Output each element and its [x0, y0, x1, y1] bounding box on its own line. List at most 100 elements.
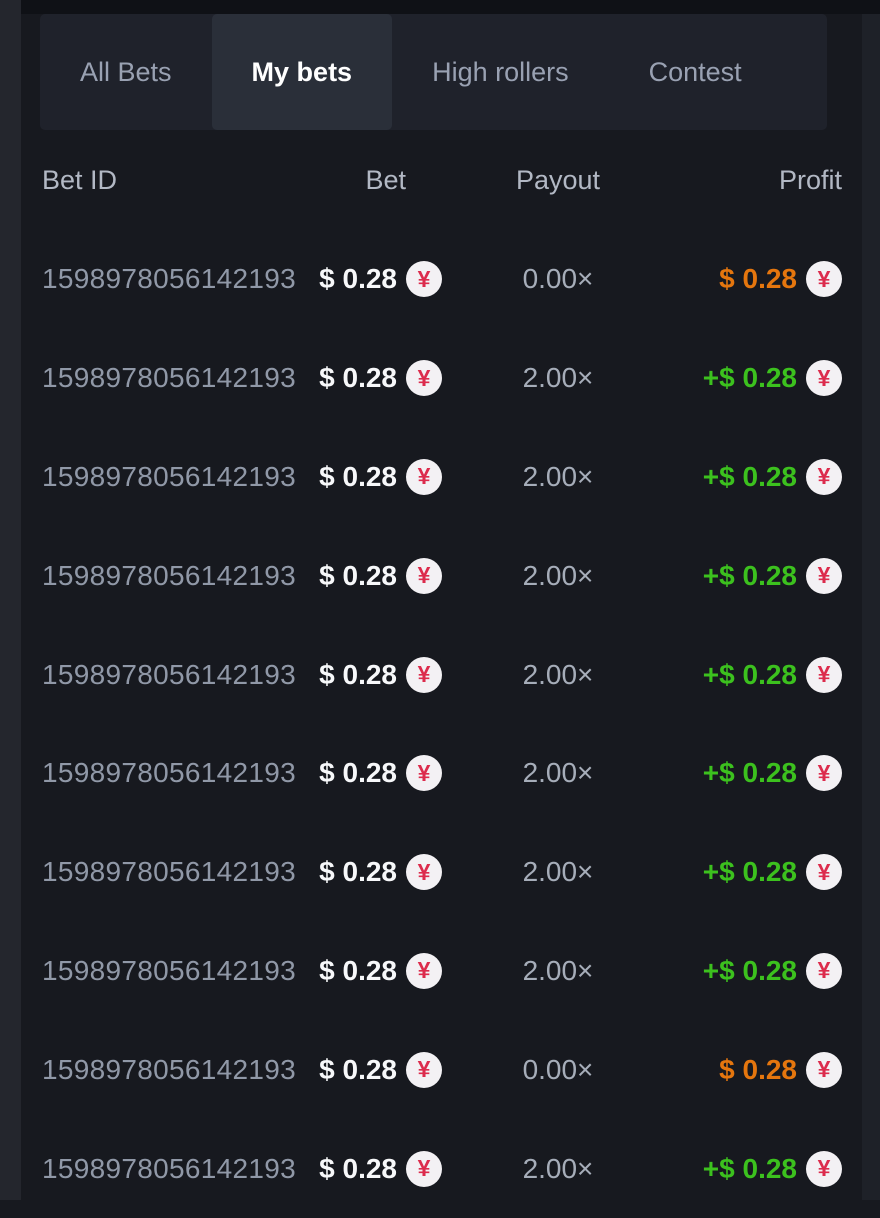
bet-id: 1598978056142193 [42, 1053, 296, 1085]
bet-row[interactable]: 1598978056142193 $ 0.28 ¥ 2.00× +$ 0.28 … [42, 526, 842, 625]
cny-coin-icon: ¥ [406, 1051, 442, 1088]
profit-value: +$ 0.28 [702, 559, 797, 591]
bet-id: 1598978056142193 [42, 263, 296, 295]
payout-multiplier: 0.00× [522, 263, 594, 295]
bet-row[interactable]: 1598978056142193 $ 0.28 ¥ 2.00× +$ 0.28 … [42, 922, 842, 1021]
yen-symbol: ¥ [817, 661, 831, 688]
bet-amount-cell: $ 0.28 ¥ [302, 952, 442, 989]
left-gutter [0, 0, 21, 1200]
payout-multiplier: 2.00× [522, 559, 594, 591]
bet-amount: $ 0.28 [319, 362, 397, 394]
yen-symbol: ¥ [417, 364, 431, 391]
bet-amount-cell: $ 0.28 ¥ [302, 1150, 442, 1187]
profit-value: +$ 0.28 [702, 460, 797, 492]
payout-multiplier: 2.00× [522, 757, 594, 789]
bet-amount-cell: $ 0.28 ¥ [302, 458, 442, 495]
bets-table: Bet ID Bet Payout Profit 159897805614219… [42, 130, 842, 1218]
cny-coin-icon: ¥ [406, 557, 442, 594]
table-header-row: Bet ID Bet Payout Profit [42, 130, 842, 230]
profit-value: +$ 0.28 [702, 954, 797, 986]
cny-coin-icon: ¥ [806, 360, 842, 397]
cny-coin-icon: ¥ [406, 360, 442, 397]
bet-row[interactable]: 1598978056142193 $ 0.28 ¥ 2.00× +$ 0.28 … [42, 428, 842, 527]
yen-symbol: ¥ [817, 957, 831, 984]
yen-symbol: ¥ [417, 265, 431, 292]
bet-amount: $ 0.28 [319, 1053, 397, 1085]
cny-coin-icon: ¥ [806, 1051, 842, 1088]
cny-coin-icon: ¥ [406, 261, 442, 298]
bet-amount: $ 0.28 [319, 658, 397, 690]
bet-amount-cell: $ 0.28 ¥ [302, 755, 442, 792]
payout-multiplier: 2.00× [522, 460, 594, 492]
yen-symbol: ¥ [417, 562, 431, 589]
bet-id: 1598978056142193 [42, 757, 296, 789]
cny-coin-icon: ¥ [806, 1150, 842, 1187]
right-gutter [862, 14, 880, 1200]
bet-amount-cell: $ 0.28 ¥ [302, 557, 442, 594]
yen-symbol: ¥ [417, 661, 431, 688]
bet-row[interactable]: 1598978056142193 $ 0.28 ¥ 2.00× +$ 0.28 … [42, 1119, 842, 1218]
profit-cell: +$ 0.28 ¥ [674, 458, 842, 495]
yen-symbol: ¥ [817, 562, 831, 589]
bet-amount: $ 0.28 [319, 1152, 397, 1184]
payout-multiplier: 2.00× [522, 362, 594, 394]
bet-row[interactable]: 1598978056142193 $ 0.28 ¥ 2.00× +$ 0.28 … [42, 724, 842, 823]
bet-id: 1598978056142193 [42, 362, 296, 394]
cny-coin-icon: ¥ [406, 656, 442, 693]
yen-symbol: ¥ [817, 265, 831, 292]
cny-coin-icon: ¥ [406, 755, 442, 792]
bet-amount: $ 0.28 [319, 460, 397, 492]
profit-value: $ 0.28 [719, 263, 797, 295]
yen-symbol: ¥ [817, 1155, 831, 1182]
tab-my-bets[interactable]: My bets [211, 14, 393, 130]
top-gutter [21, 0, 880, 14]
yen-symbol: ¥ [417, 1056, 431, 1083]
bet-row[interactable]: 1598978056142193 $ 0.28 ¥ 2.00× +$ 0.28 … [42, 329, 842, 428]
profit-value: $ 0.28 [719, 1053, 797, 1085]
profit-value: +$ 0.28 [702, 757, 797, 789]
cny-coin-icon: ¥ [806, 458, 842, 495]
profit-value: +$ 0.28 [702, 362, 797, 394]
tab-all-bets[interactable]: All Bets [80, 56, 172, 87]
header-bet-id: Bet ID [42, 164, 118, 195]
bet-amount: $ 0.28 [319, 263, 397, 295]
bet-row[interactable]: 1598978056142193 $ 0.28 ¥ 2.00× +$ 0.28 … [42, 625, 842, 724]
header-payout: Payout [515, 164, 601, 195]
bet-row[interactable]: 1598978056142193 $ 0.28 ¥ 0.00× $ 0.28 ¥ [42, 230, 842, 329]
cny-coin-icon: ¥ [806, 656, 842, 693]
bet-row[interactable]: 1598978056142193 $ 0.28 ¥ 2.00× +$ 0.28 … [42, 823, 842, 922]
cny-coin-icon: ¥ [406, 1150, 442, 1187]
bet-amount: $ 0.28 [319, 856, 397, 888]
bet-amount: $ 0.28 [319, 954, 397, 986]
yen-symbol: ¥ [417, 463, 431, 490]
bet-id: 1598978056142193 [42, 954, 296, 986]
profit-cell: +$ 0.28 ¥ [674, 656, 842, 693]
header-profit: Profit [778, 164, 842, 195]
bets-tabbar: All Bets My bets High rollers Contest [40, 14, 827, 130]
bet-amount-cell: $ 0.28 ¥ [302, 261, 442, 298]
profit-cell: +$ 0.28 ¥ [674, 557, 842, 594]
yen-symbol: ¥ [817, 858, 831, 885]
tab-contest[interactable]: Contest [648, 56, 742, 87]
yen-symbol: ¥ [817, 463, 831, 490]
profit-cell: +$ 0.28 ¥ [674, 854, 842, 891]
yen-symbol: ¥ [417, 1155, 431, 1182]
tab-high-rollers[interactable]: High rollers [432, 56, 569, 87]
bet-id: 1598978056142193 [42, 658, 296, 690]
yen-symbol: ¥ [417, 759, 431, 786]
bet-amount-cell: $ 0.28 ¥ [302, 656, 442, 693]
bet-row[interactable]: 1598978056142193 $ 0.28 ¥ 0.00× $ 0.28 ¥ [42, 1020, 842, 1119]
cny-coin-icon: ¥ [806, 755, 842, 792]
profit-cell: +$ 0.28 ¥ [674, 952, 842, 989]
cny-coin-icon: ¥ [806, 952, 842, 989]
bet-id: 1598978056142193 [42, 460, 296, 492]
cny-coin-icon: ¥ [406, 854, 442, 891]
cny-coin-icon: ¥ [806, 854, 842, 891]
profit-value: +$ 0.28 [702, 856, 797, 888]
bet-amount-cell: $ 0.28 ¥ [302, 854, 442, 891]
bet-amount: $ 0.28 [319, 559, 397, 591]
yen-symbol: ¥ [817, 1056, 831, 1083]
profit-value: +$ 0.28 [702, 1152, 797, 1184]
bet-id: 1598978056142193 [42, 559, 296, 591]
